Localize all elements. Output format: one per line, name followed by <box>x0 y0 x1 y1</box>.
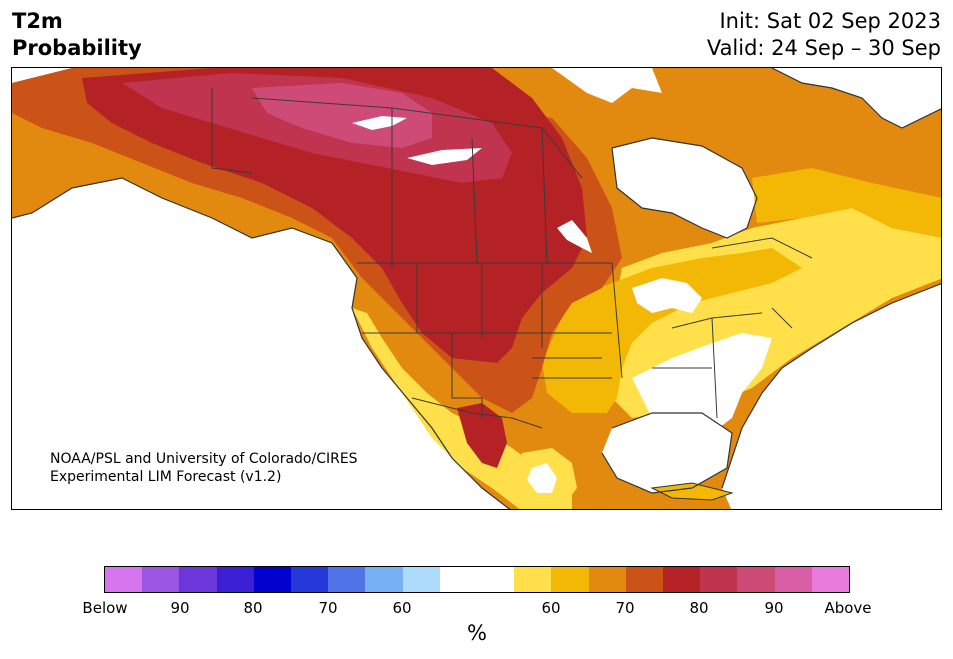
colorbar-segment <box>402 567 440 592</box>
cuba <box>650 482 734 501</box>
forecast-map: NOAA/PSL and University of Colorado/CIRE… <box>11 67 942 510</box>
lake-winnipeg <box>557 220 592 253</box>
colorbar-segment <box>439 567 478 592</box>
title-line-2: Probability <box>12 36 142 60</box>
colorbar <box>104 566 850 593</box>
colorbar-segment <box>663 567 701 592</box>
gold-band <box>542 248 802 413</box>
north-atlantic <box>772 68 941 128</box>
colorbar-segment <box>514 567 552 592</box>
date-info: Init: Sat 02 Sep 2023 Valid: 24 Sep – 30… <box>707 8 941 62</box>
credit-text: NOAA/PSL and University of Colorado/CIRE… <box>50 450 358 486</box>
colorbar-unit: % <box>467 621 487 645</box>
colorbar-tick-label: 60 <box>392 599 412 617</box>
credit-line-1: NOAA/PSL and University of Colorado/CIRE… <box>50 451 358 467</box>
hudson-bay <box>612 138 757 238</box>
gold-band-north <box>752 168 941 238</box>
title-line-1: T2m <box>12 9 63 33</box>
colorbar-segment <box>216 567 254 592</box>
colorbar-segment <box>551 567 589 592</box>
coastlines <box>12 68 941 509</box>
colorbar-segment <box>179 567 217 592</box>
atlantic-ocean <box>722 283 941 509</box>
colorbar-tick-label: 60 <box>541 599 561 617</box>
colorbar-tick-label: 90 <box>170 599 190 617</box>
colorbar-segment <box>253 567 292 592</box>
map-svg <box>12 68 941 509</box>
colorbar-segment <box>105 567 143 592</box>
colorbar-tick-label: 70 <box>318 599 338 617</box>
mexico-red-patch <box>457 403 507 468</box>
colorbar-segment <box>737 567 775 592</box>
colorbar-tick-label: 80 <box>689 599 709 617</box>
colorbar-segment <box>291 567 329 592</box>
great-slave-lake <box>407 148 482 165</box>
colorbar-segment <box>477 567 515 592</box>
political-borders <box>211 88 813 429</box>
colorbar-tick-label: 90 <box>764 599 784 617</box>
colorbar-segment <box>365 567 403 592</box>
colorbar-segment <box>811 567 850 592</box>
colorbar-segment <box>328 567 366 592</box>
colorbar-segment <box>588 567 626 592</box>
mexico-white-patch <box>527 463 557 493</box>
colorbar-tick-label: Above <box>824 599 872 617</box>
gulf-of-mexico <box>602 413 732 493</box>
pacific-ocean <box>12 178 510 509</box>
colorbar-segment <box>142 567 180 592</box>
valid-range: Valid: 24 Sep – 30 Sep <box>706 36 941 60</box>
colorbar-segment <box>625 567 664 592</box>
yellow-band-southwest <box>352 308 572 509</box>
southeast-us-neutral <box>632 333 772 433</box>
colorbar-tick-label: Below <box>82 599 128 617</box>
colorbar-segment <box>774 567 812 592</box>
chart-title: T2m Probability <box>12 8 142 62</box>
great-lakes <box>632 278 702 313</box>
pink-core <box>252 83 432 148</box>
credit-line-2: Experimental LIM Forecast (v1.2) <box>50 469 282 485</box>
great-bear-lake <box>352 116 407 130</box>
arctic-water <box>552 68 662 103</box>
init-date: Init: Sat 02 Sep 2023 <box>719 9 941 33</box>
colorbar-tick-label: 70 <box>615 599 635 617</box>
colorbar-segment <box>700 567 738 592</box>
colorbar-tick-label: 80 <box>243 599 263 617</box>
